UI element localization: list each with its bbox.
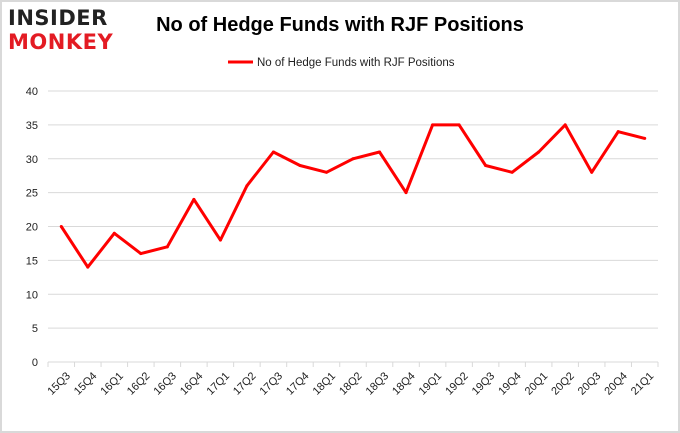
data-point (616, 130, 620, 134)
data-point (510, 170, 514, 174)
x-tick-label: 16Q2 (125, 370, 153, 398)
x-tick-label: 15Q4 (72, 370, 100, 398)
x-axis-tick-labels: 15Q315Q416Q116Q216Q316Q417Q117Q217Q317Q4… (45, 370, 656, 398)
y-tick-label: 10 (26, 289, 38, 301)
x-tick-label: 17Q4 (284, 370, 312, 398)
legend-label: No of Hedge Funds with RJF Positions (257, 57, 455, 69)
x-tick-label: 19Q2 (443, 370, 471, 398)
data-point (484, 164, 488, 168)
data-point (324, 170, 328, 174)
data-point (298, 164, 302, 168)
y-axis-tick-labels: 0 5 10 15 20 25 30 35 40 (26, 86, 38, 369)
x-tick-label: 16Q4 (178, 370, 206, 398)
y-tick-label: 0 (32, 357, 38, 369)
data-point (378, 150, 382, 154)
data-point (643, 136, 647, 140)
y-tick-label: 40 (26, 86, 38, 98)
x-tick-label: 20Q3 (576, 370, 604, 398)
data-point (271, 150, 275, 154)
x-tick-label: 18Q4 (390, 370, 418, 398)
data-point (165, 245, 169, 249)
x-tick-label: 18Q1 (311, 370, 339, 398)
x-tick-label: 17Q2 (231, 370, 259, 398)
data-point (351, 157, 355, 161)
x-tick-label: 18Q3 (364, 370, 392, 398)
logo-line-1: INSIDER (8, 6, 108, 30)
data-point (245, 184, 249, 188)
y-tick-label: 5 (32, 323, 38, 335)
data-point (192, 197, 196, 201)
y-tick-label: 35 (26, 120, 38, 132)
data-point (537, 150, 541, 154)
data-point (218, 238, 222, 242)
gridlines (47, 90, 659, 367)
x-tick-label: 19Q3 (470, 370, 498, 398)
x-tick-label: 16Q1 (98, 370, 126, 398)
x-tick-label: 20Q1 (523, 370, 551, 398)
data-point (86, 265, 90, 269)
x-tick-label: 16Q3 (151, 370, 179, 398)
insider-monkey-logo: INSIDER MONKEY (8, 6, 128, 56)
data-point (112, 231, 116, 235)
series-line (60, 123, 646, 269)
x-tick-label: 15Q3 (45, 370, 73, 398)
x-tick-label: 20Q2 (549, 370, 577, 398)
x-tick-label: 18Q2 (337, 370, 365, 398)
chart-title: No of Hedge Funds with RJF Positions (156, 14, 524, 36)
logo-line-2: MONKEY (8, 30, 114, 54)
y-tick-label: 15 (26, 255, 38, 267)
data-point (404, 191, 408, 195)
data-point (590, 170, 594, 174)
x-tick-label: 19Q4 (496, 370, 524, 398)
data-point (139, 252, 143, 256)
legend: No of Hedge Funds with RJF Positions (228, 57, 455, 69)
x-tick-label: 20Q4 (602, 370, 630, 398)
x-tick-label: 17Q1 (205, 370, 233, 398)
x-tick-label: 19Q1 (417, 370, 445, 398)
y-tick-label: 20 (26, 222, 38, 234)
data-point (457, 123, 461, 127)
x-tick-label: 21Q1 (629, 370, 657, 398)
series-lines (59, 123, 647, 269)
x-tick-label: 17Q3 (258, 370, 286, 398)
data-point (59, 225, 63, 228)
y-tick-label: 25 (26, 188, 38, 200)
data-point (563, 123, 567, 127)
y-tick-label: 30 (26, 154, 38, 166)
data-point (431, 123, 435, 127)
